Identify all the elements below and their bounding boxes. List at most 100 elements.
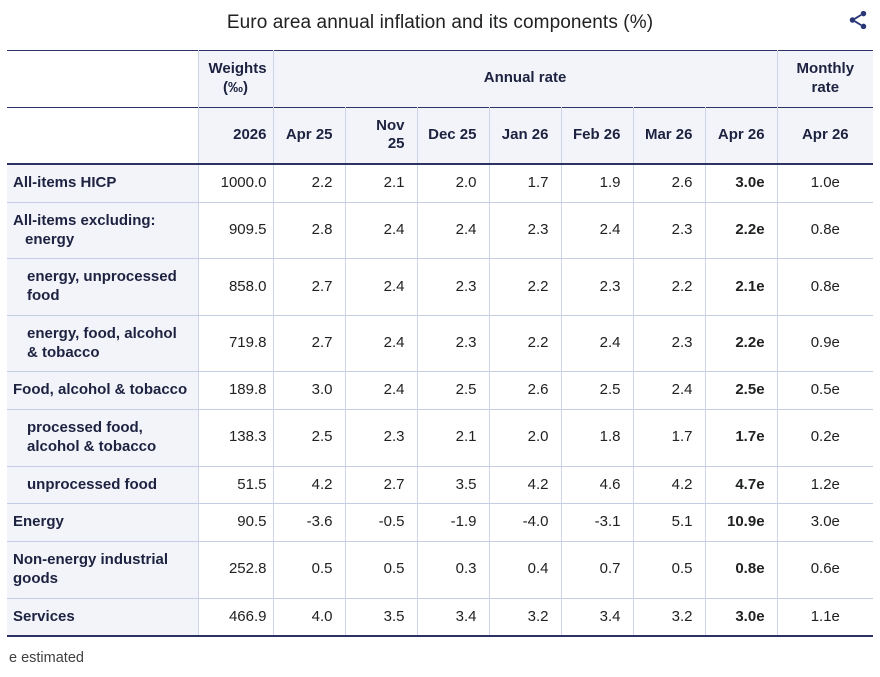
monthly-rate-value: 0.5e — [776, 371, 874, 410]
row-label: energy, food, alcohol & tobacco — [7, 315, 198, 372]
table-body: All-items HICP 1000.0 2.2 2.1 2.0 1.7 1.9 2.6 3.… — [7, 164, 874, 637]
annual-rate-value: 2.4 — [344, 258, 417, 316]
monthly-rate-value: 1.1e — [776, 598, 874, 637]
annual-rate-value: 2.7 — [272, 258, 345, 316]
monthly-rate-value: 0.6e — [776, 541, 874, 598]
annual-rate-value: 1.7e — [704, 409, 778, 466]
weight-value: 858.0 — [197, 258, 273, 316]
table-row: Food, alcohol & tobacco 189.8 3.0 2.4 2.5 2.6… — [7, 371, 874, 410]
annual-rate-value: 2.4 — [632, 371, 705, 410]
annual-rate-value: -3.6 — [272, 503, 345, 542]
annual-rate-value: 5.1 — [632, 503, 705, 542]
row-label: Services — [7, 598, 198, 637]
table-row: energy, food, alcohol & tobacco 719.8 2.7 2… — [7, 315, 874, 372]
corner-cell — [7, 50, 198, 107]
annual-rate-value: 2.2 — [488, 315, 561, 372]
annual-rate-value: 3.5 — [416, 466, 489, 504]
row-label: All-items excluding: energy — [7, 202, 198, 259]
col-header-month: Nov 25 — [344, 107, 417, 164]
share-icon — [849, 10, 867, 29]
weight-value: 466.9 — [197, 598, 273, 637]
annual-rate-value: 1.8 — [560, 409, 633, 466]
weight-value: 909.5 — [197, 202, 273, 259]
annual-rate-value: 4.7e — [704, 466, 778, 504]
annual-rate-value: 2.2 — [488, 258, 561, 316]
annual-rate-value: 3.2 — [632, 598, 705, 637]
annual-rate-value: 0.3 — [416, 541, 489, 598]
annual-rate-value: 2.1 — [416, 409, 489, 466]
annual-rate-value: 2.5e — [704, 371, 778, 410]
annual-rate-value: 2.3 — [632, 202, 705, 259]
annual-rate-value: 2.5 — [272, 409, 345, 466]
annual-rate-value: 4.2 — [272, 466, 345, 504]
annual-rate-value: 2.8 — [272, 202, 345, 259]
table-row: Non-energy industrial goods 252.8 0.5 0.5 0.… — [7, 541, 874, 598]
row-label: processed food, alcohol & tobacco — [7, 409, 198, 466]
annual-rate-value: 2.5 — [560, 371, 633, 410]
annual-rate-value: 3.0e — [704, 598, 778, 637]
corner-cell-2 — [7, 107, 198, 164]
table-row: unprocessed food 51.5 4.2 2.7 3.5 4.2 4.6 4.2 4.… — [7, 466, 874, 504]
annual-rate-value: 2.4 — [344, 202, 417, 259]
table-row: energy, unprocessed food 858.0 2.7 2.4 2.3 2.… — [7, 258, 874, 316]
col-header-month: Mar 26 — [632, 107, 705, 164]
col-header-monthly-rate: Monthly rate — [776, 50, 874, 107]
share-button[interactable] — [845, 8, 871, 34]
page-title: Euro area annual inflation and its compo… — [226, 12, 654, 33]
col-header-weights-year: 2026 — [197, 107, 273, 164]
monthly-rate-value: 1.2e — [776, 466, 874, 504]
annual-rate-value: 2.2e — [704, 315, 778, 372]
annual-rate-value: 0.5 — [272, 541, 345, 598]
monthly-rate-value: 3.0e — [776, 503, 874, 542]
table-row: Services 466.9 4.0 3.5 3.4 3.2 3.4 3.2 3.0e 1.1e — [7, 598, 874, 637]
annual-rate-value: 10.9e — [704, 503, 778, 542]
annual-rate-value: 0.5 — [344, 541, 417, 598]
row-label: Food, alcohol & tobacco — [7, 371, 198, 410]
inflation-table: Weights (‰) Annual rate Monthly rate 202… — [7, 50, 874, 638]
group-header-row: Weights (‰) Annual rate Monthly rate — [7, 50, 874, 107]
table-row: processed food, alcohol & tobacco 138.3 2.… — [7, 409, 874, 466]
annual-rate-value: 0.7 — [560, 541, 633, 598]
monthly-rate-value: 0.2e — [776, 409, 874, 466]
annual-rate-value: 3.5 — [344, 598, 417, 637]
title-bar: Euro area annual inflation and its compo… — [7, 8, 873, 50]
col-header-weights: Weights (‰) — [197, 50, 273, 107]
annual-rate-value: -4.0 — [488, 503, 561, 542]
annual-rate-value: 2.4 — [416, 202, 489, 259]
annual-rate-value: -1.9 — [416, 503, 489, 542]
annual-rate-value: 3.0 — [272, 371, 345, 410]
annual-rate-value: 3.0e — [704, 164, 778, 203]
annual-rate-value: 2.2 — [632, 258, 705, 316]
annual-rate-value: 2.0 — [488, 409, 561, 466]
table-row: Energy 90.5 -3.6 -0.5 -1.9 -4.0 -3.1 5.1 10.9e 3.… — [7, 503, 874, 542]
weight-value: 90.5 — [197, 503, 273, 542]
annual-rate-value: 2.3 — [344, 409, 417, 466]
col-header-monthly-month: Apr 26 — [776, 107, 874, 164]
weight-value: 719.8 — [197, 315, 273, 372]
annual-rate-value: 2.1 — [344, 164, 417, 203]
annual-rate-value: 2.3 — [416, 315, 489, 372]
annual-rate-value: 2.5 — [416, 371, 489, 410]
row-label: energy, unprocessed food — [7, 258, 198, 316]
annual-rate-value: 2.6 — [632, 164, 705, 203]
annual-rate-value: 1.7 — [632, 409, 705, 466]
month-header-row: 2026 Apr 25 Nov 25 Dec 25 Jan 26 Feb 26 Mar 2… — [7, 107, 874, 164]
col-header-month: Dec 25 — [416, 107, 489, 164]
footnote: e estimated — [9, 650, 84, 667]
annual-rate-value: 3.4 — [560, 598, 633, 637]
annual-rate-value: 2.2 — [272, 164, 345, 203]
annual-rate-value: 2.3 — [488, 202, 561, 259]
row-label: unprocessed food — [7, 466, 198, 504]
annual-rate-value: 4.2 — [488, 466, 561, 504]
annual-rate-value: 2.1e — [704, 258, 778, 316]
col-header-month: Apr 25 — [272, 107, 345, 164]
monthly-rate-value: 0.8e — [776, 258, 874, 316]
annual-rate-value: 4.0 — [272, 598, 345, 637]
monthly-rate-value: 0.8e — [776, 202, 874, 259]
table-row: All-items HICP 1000.0 2.2 2.1 2.0 1.7 1.9 2.6 3.… — [7, 164, 874, 203]
annual-rate-value: 2.0 — [416, 164, 489, 203]
annual-rate-value: 1.7 — [488, 164, 561, 203]
annual-rate-value: 2.4 — [560, 315, 633, 372]
annual-rate-value: 3.2 — [488, 598, 561, 637]
